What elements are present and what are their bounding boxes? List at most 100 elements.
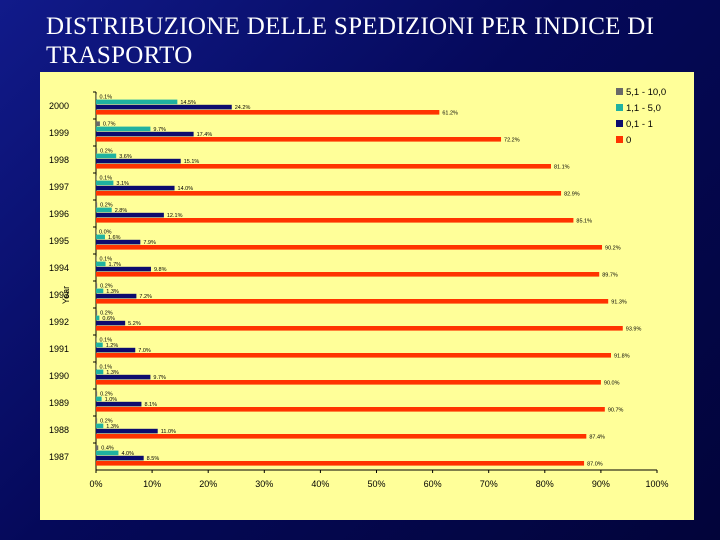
y-category-label: 1993 xyxy=(49,290,69,300)
legend-swatch xyxy=(616,136,623,143)
bar-1987-series-0 xyxy=(96,445,99,450)
bar-2000-series-0 xyxy=(96,94,97,99)
bar-chart: 0% 10% 20% 30% 40% 50% 60% 70% 80% 90% 100% 2000 0.1… xyxy=(49,87,669,489)
bar-1989-series-1 xyxy=(96,396,102,402)
data-label: 0.1% xyxy=(100,257,113,263)
data-label: 3.1% xyxy=(116,181,129,187)
bar-1991-series-0 xyxy=(96,337,97,342)
bar-1997-series-3 xyxy=(96,191,562,196)
bar-1988-series-0 xyxy=(96,418,98,423)
bar-1989-series-2 xyxy=(96,401,142,407)
bar-1998-series-1 xyxy=(96,153,117,159)
bar-1991-series-1 xyxy=(96,342,103,348)
data-label: 93.9% xyxy=(626,326,642,332)
data-label: 2.8% xyxy=(115,208,128,214)
data-label: 14.5% xyxy=(180,100,196,106)
data-label: 9.7% xyxy=(153,375,166,381)
data-label: 1.2% xyxy=(106,343,119,349)
bar-1994-series-0 xyxy=(96,256,97,261)
data-label: 1.3% xyxy=(106,370,119,376)
data-label: 7.0% xyxy=(138,348,151,354)
data-label: 89.7% xyxy=(602,272,618,278)
data-label: 91.8% xyxy=(614,353,630,359)
bar-1987-series-3 xyxy=(96,461,585,466)
bar-1995-series-1 xyxy=(96,234,105,240)
y-category-label: 1992 xyxy=(49,317,69,327)
y-category-label: 1999 xyxy=(49,128,69,138)
y-category-label: 1988 xyxy=(49,425,69,435)
data-label: 90.0% xyxy=(604,380,620,386)
legend-label: 0,1 - 1 xyxy=(626,119,653,130)
x-tick-label: 20% xyxy=(199,479,217,489)
legend-swatch xyxy=(616,120,623,127)
data-label: 1.3% xyxy=(106,424,119,430)
data-label: 12.1% xyxy=(167,213,183,219)
y-category-label: 1990 xyxy=(49,371,69,381)
x-tick-label: 40% xyxy=(311,479,329,489)
legend-swatch xyxy=(616,104,623,111)
data-label: 0.1% xyxy=(100,95,113,101)
bar-1990-series-3 xyxy=(96,380,601,385)
data-label: 7.2% xyxy=(139,294,152,300)
bar-1995-series-3 xyxy=(96,245,603,250)
x-tick-label: 90% xyxy=(592,479,610,489)
bar-1994-series-3 xyxy=(96,272,600,277)
bar-1992-series-3 xyxy=(96,326,623,331)
data-label: 1.6% xyxy=(108,235,121,241)
bar-1994-series-2 xyxy=(96,266,151,272)
bar-2000-series-3 xyxy=(96,110,440,115)
bar-1994-series-1 xyxy=(96,261,106,267)
bar-1995-series-0 xyxy=(96,229,97,234)
x-tick-label: 70% xyxy=(480,479,498,489)
data-label: 0.1% xyxy=(100,176,113,182)
data-label: 0.0% xyxy=(99,230,112,236)
data-label: 1.3% xyxy=(106,289,119,295)
data-label: 17.4% xyxy=(197,132,213,138)
data-label: 0.2% xyxy=(100,419,113,425)
data-label: 9.7% xyxy=(153,127,166,133)
bar-1992-series-1 xyxy=(96,315,100,321)
data-label: 87.0% xyxy=(587,461,603,467)
bar-1990-series-2 xyxy=(96,374,151,380)
x-tick-label: 80% xyxy=(536,479,554,489)
data-label: 11.0% xyxy=(161,429,176,435)
data-label: 1.7% xyxy=(109,262,122,268)
data-label: 8.5% xyxy=(147,456,160,462)
bar-1998-series-3 xyxy=(96,164,551,169)
y-category-label: 1998 xyxy=(49,155,69,165)
slide-title: DISTRIBUZIONE DELLE SPEDIZIONI PER INDIC… xyxy=(46,13,655,69)
bar-1991-series-2 xyxy=(96,347,136,353)
x-tick-label: 100% xyxy=(645,479,668,489)
bar-1996-series-2 xyxy=(96,212,164,218)
legend-label: 0 xyxy=(626,135,631,146)
x-tick-label: 10% xyxy=(143,479,161,489)
y-category-label: 1991 xyxy=(49,344,69,354)
data-label: 0.2% xyxy=(100,311,113,317)
data-label: 15.1% xyxy=(184,159,200,165)
data-label: 3.6% xyxy=(119,154,132,160)
bar-1992-series-2 xyxy=(96,320,126,326)
bar-1997-series-2 xyxy=(96,185,175,191)
data-label: 90.7% xyxy=(608,407,624,413)
legend-label: 5,1 - 10,0 xyxy=(626,87,666,98)
data-label: 8.1% xyxy=(144,402,157,408)
bar-1998-series-2 xyxy=(96,158,181,164)
bar-1990-series-0 xyxy=(96,364,97,369)
data-label: 81.1% xyxy=(554,164,570,170)
y-category-label: 1989 xyxy=(49,398,69,408)
bar-1996-series-3 xyxy=(96,218,574,223)
legend-label: 1,1 - 5,0 xyxy=(626,103,661,114)
data-label: 14.0% xyxy=(178,186,194,192)
bar-1995-series-2 xyxy=(96,239,141,245)
data-label: 1.0% xyxy=(105,397,118,403)
y-category-label: 1997 xyxy=(49,182,69,192)
bar-1990-series-1 xyxy=(96,369,104,375)
bar-1998-series-0 xyxy=(96,148,98,153)
data-label: 0.2% xyxy=(100,203,113,209)
x-tick-label: 60% xyxy=(424,479,442,489)
bar-1999-series-0 xyxy=(96,121,100,126)
bar-1993-series-3 xyxy=(96,299,609,304)
data-label: 90.2% xyxy=(605,245,621,251)
bar-1993-series-1 xyxy=(96,288,104,294)
y-category-label: 1995 xyxy=(49,236,69,246)
